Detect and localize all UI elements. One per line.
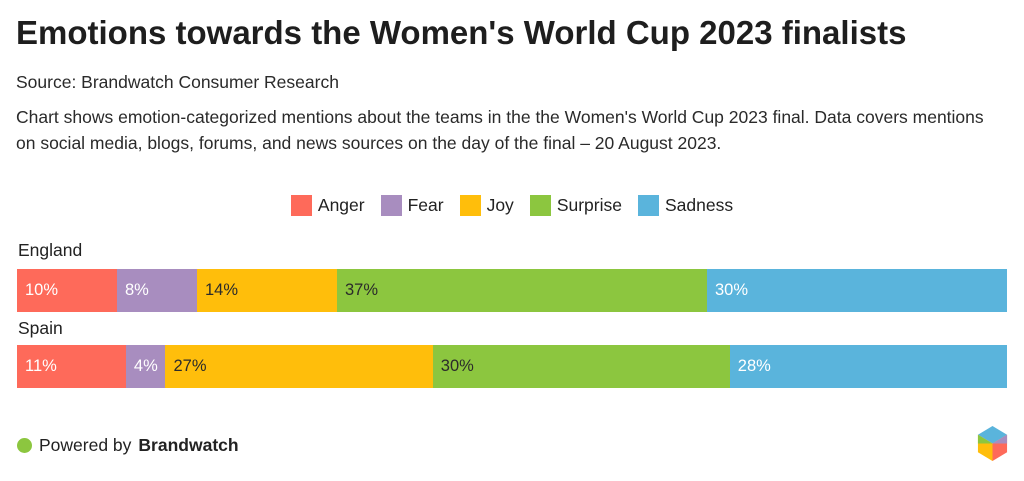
legend-label-surprise: Surprise [556, 195, 622, 215]
bar-segment-spain-fear: 4% [125, 345, 166, 388]
row-label-spain: Spain [18, 318, 63, 338]
bar-segment-spain-joy: 27% [165, 345, 433, 388]
data-label-spain-sadness: 28% [737, 357, 771, 375]
data-label-spain-fear: 4% [133, 357, 158, 375]
data-label-england-sadness: 30% [714, 281, 749, 299]
brand-name: Brandwatch [138, 435, 239, 455]
data-label-spain-surprise: 30% [440, 357, 474, 375]
bar-segment-spain-anger: 11% [17, 345, 126, 388]
powered-by-footer: Powered by Brandwatch [17, 435, 239, 456]
bar-segment-england-fear: 8% [117, 269, 197, 312]
data-label-england-joy: 14% [204, 281, 239, 299]
legend-label-fear: Fear [407, 195, 444, 215]
bar-segment-spain-sadness: 28% [729, 345, 1007, 388]
legend-item-surprise: Surprise [529, 195, 622, 216]
legend-label-joy: Joy [486, 195, 514, 215]
legend-item-sadness: Sadness [637, 195, 734, 216]
data-label-england-anger: 10% [25, 281, 59, 299]
chart-legend: Anger Fear Joy Surprise Sadness [0, 195, 1024, 216]
legend-swatch-anger [290, 195, 312, 216]
chart-description: Chart shows emotion-categorized mentions… [16, 107, 984, 153]
row-label-england: England [18, 240, 83, 260]
bar-spain: 11% 4% 27% 30% 28% [17, 345, 1007, 388]
data-label-spain-joy: 27% [173, 357, 207, 375]
data-label-spain-anger: 11% [25, 357, 57, 375]
brandwatch-logo-icon [977, 426, 1008, 461]
bar-segment-spain-surprise: 30% [432, 345, 730, 388]
brand-dot-icon [17, 438, 32, 453]
legend-swatch-surprise [529, 195, 551, 216]
data-label-england-fear: 8% [125, 281, 149, 299]
chart-title: Emotions towards the Women's World Cup 2… [16, 14, 907, 51]
data-label-england-surprise: 37% [344, 281, 379, 299]
legend-item-anger: Anger [290, 195, 365, 216]
bar-segment-england-joy: 14% [196, 269, 337, 312]
legend-label-anger: Anger [317, 195, 365, 215]
legend-swatch-sadness [637, 195, 659, 216]
legend-label-sadness: Sadness [664, 195, 734, 215]
bar-segment-england-sadness: 30% [706, 269, 1007, 312]
bar-segment-england-anger: 10% [17, 269, 117, 312]
legend-swatch-fear [380, 195, 402, 216]
chart-source: Source: Brandwatch Consumer Research [16, 72, 339, 92]
legend-swatch-joy [459, 195, 481, 216]
legend-item-fear: Fear [380, 195, 444, 216]
bar-england: 10% 8% 14% 37% 30% [17, 269, 1007, 312]
powered-by-text: Powered by [39, 435, 132, 455]
bar-segment-england-surprise: 37% [336, 269, 707, 312]
legend-item-joy: Joy [459, 195, 514, 216]
